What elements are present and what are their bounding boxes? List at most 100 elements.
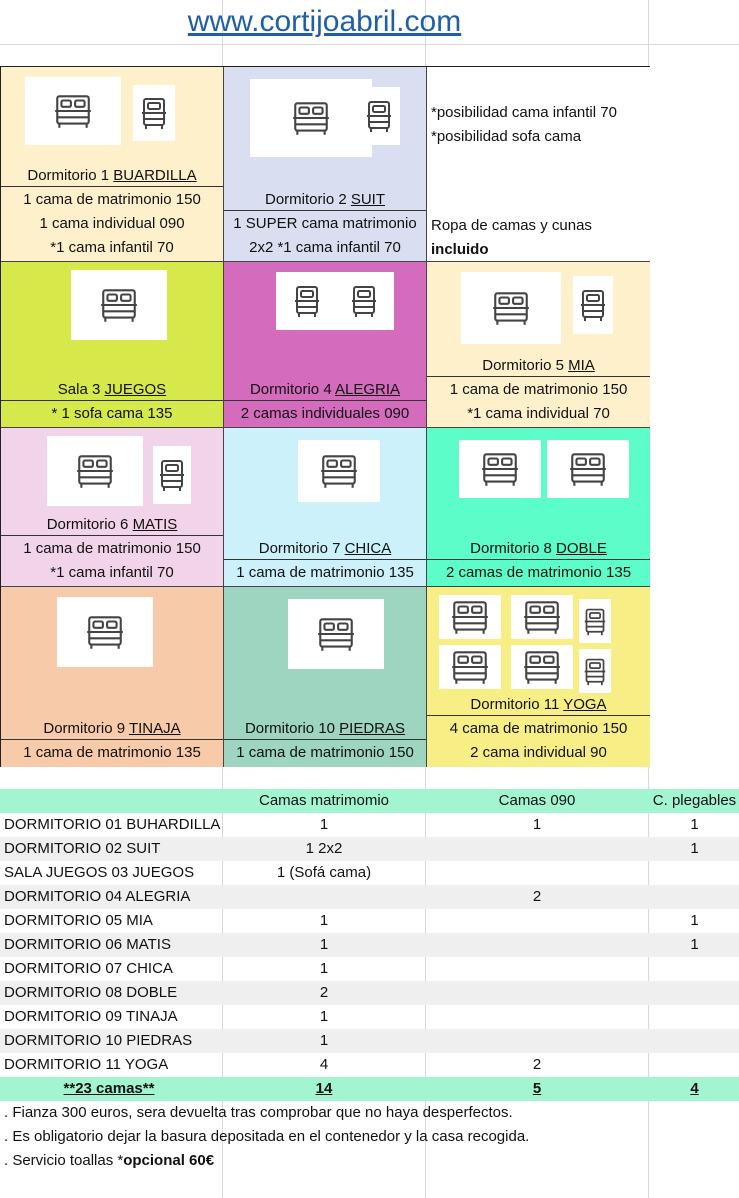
table-cell bbox=[426, 957, 648, 981]
table-row: DORMITORIO 05 MIA 1 1 bbox=[0, 909, 739, 933]
table-cell: 4 bbox=[690, 1080, 699, 1097]
room-title: Dormitorio 1 BUARDILLA bbox=[27, 167, 197, 184]
table-row: DORMITORIO 08 DOBLE 2 bbox=[0, 981, 739, 1005]
table-cell: 5 bbox=[532, 1080, 542, 1097]
table-row: DORMITORIO 01 BUHARDILLA 1 1 1 bbox=[0, 813, 739, 837]
room-cell: Dormitorio 11 YOGA 4 cama de matrimonio 1… bbox=[427, 587, 650, 767]
table-cell: DORMITORIO 02 SUIT bbox=[4, 840, 161, 857]
title-underline bbox=[224, 400, 426, 401]
room-detail: 2 cama individual 90 bbox=[470, 744, 607, 761]
table-cell bbox=[650, 957, 739, 981]
table-cell bbox=[650, 885, 739, 909]
table-total: **23 camas** 14 5 4 bbox=[0, 1077, 739, 1101]
table-cell: DORMITORIO 11 YOGA bbox=[4, 1056, 169, 1073]
table-cell: DORMITORIO 01 BUHARDILLA bbox=[4, 816, 221, 833]
double-bed-icon bbox=[461, 272, 561, 344]
title-underline bbox=[224, 559, 426, 560]
room-cell: Dormitorio 10 PIEDRAS 1 cama de matrimoni… bbox=[224, 587, 427, 767]
table-cell: SALA JUEGOS 03 JUEGOS bbox=[4, 864, 195, 881]
table-cell bbox=[650, 981, 739, 1005]
table-cell: 1 bbox=[319, 1008, 329, 1025]
room-detail: 1 cama de matrimonio 150 bbox=[23, 540, 201, 557]
table-cell: Camas matrimomio bbox=[258, 792, 390, 809]
double-bed-icon bbox=[57, 597, 153, 667]
room-cell: Dormitorio 1 BUARDILLA 1 cama de matrimon… bbox=[1, 67, 224, 262]
room-title: Dormitorio 9 TINAJA bbox=[43, 720, 181, 737]
room-detail: 1 cama de matrimonio 135 bbox=[236, 564, 414, 581]
table-cell bbox=[426, 981, 648, 1005]
double-bed-icon bbox=[511, 595, 573, 639]
table-cell: **23 camas** bbox=[63, 1080, 155, 1097]
single-bed-icon bbox=[358, 87, 400, 145]
room-cell: Sala 3 JUEGOS * 1 sofa cama 135 bbox=[1, 262, 224, 428]
room-title: Dormitorio 6 MATIS bbox=[46, 516, 178, 533]
table-cell bbox=[650, 1029, 739, 1053]
single-bed-icon bbox=[334, 272, 394, 330]
linen-note: Ropa de camas y cunas bbox=[431, 217, 592, 234]
footer-note: . Es obligatorio dejar la basura deposit… bbox=[4, 1128, 530, 1145]
double-bed-icon bbox=[459, 440, 541, 498]
room-title: Dormitorio 7 CHICA bbox=[258, 540, 392, 557]
double-bed-icon bbox=[288, 599, 384, 669]
room-detail: 2x2 *1 cama infantil 70 bbox=[249, 239, 401, 256]
double-bed-icon bbox=[71, 270, 167, 340]
table-cell: 1 bbox=[319, 912, 329, 929]
single-bed-icon bbox=[276, 272, 338, 330]
table-cell bbox=[426, 837, 648, 861]
room-cell: Dormitorio 5 MIA 1 cama de matrimonio 150… bbox=[427, 262, 650, 428]
table-row: DORMITORIO 11 YOGA 4 2 bbox=[0, 1053, 739, 1077]
room-detail: 1 cama de matrimonio 150 bbox=[449, 381, 628, 398]
table-cell: 1 bbox=[532, 816, 542, 833]
table-cell bbox=[426, 933, 648, 957]
table-cell: 1 2x2 bbox=[305, 840, 343, 857]
double-bed-icon bbox=[298, 440, 380, 502]
room-detail: *1 cama individual 70 bbox=[467, 405, 610, 422]
table-cell: 1 bbox=[319, 816, 329, 833]
table-cell: 1 bbox=[319, 960, 329, 977]
table-cell: 14 bbox=[315, 1080, 333, 1097]
table-cell bbox=[426, 861, 648, 885]
table-cell bbox=[650, 1053, 739, 1077]
table-cell bbox=[426, 1005, 648, 1029]
table-cell bbox=[426, 909, 648, 933]
room-detail: 2 camas de matrimonio 135 bbox=[445, 564, 632, 581]
title-underline bbox=[1, 739, 223, 740]
room-cell: *posibilidad cama infantil 70 *posibilida… bbox=[427, 67, 650, 262]
room-title: Dormitorio 8 DOBLE bbox=[470, 540, 607, 557]
room-detail: 2 camas individuales 090 bbox=[240, 405, 410, 422]
title-underline bbox=[427, 559, 650, 560]
table-cell: 1 bbox=[690, 912, 699, 929]
table-cell: DORMITORIO 06 MATIS bbox=[4, 936, 171, 953]
title-underline bbox=[1, 186, 223, 187]
room-title: Sala 3 JUEGOS bbox=[57, 381, 167, 398]
double-bed-icon bbox=[47, 436, 143, 506]
single-bed-icon bbox=[579, 649, 611, 693]
table-cell: 1 bbox=[690, 840, 699, 857]
table-row: DORMITORIO 04 ALEGRIA 2 bbox=[0, 885, 739, 909]
table-cell bbox=[4, 789, 222, 813]
double-bed-icon bbox=[511, 645, 573, 689]
table-cell: 1 bbox=[319, 936, 329, 953]
room-detail: 1 cama de matrimonio 135 bbox=[23, 744, 201, 761]
footer-note: . Fianza 300 euros, sera devuelta tras c… bbox=[4, 1104, 513, 1121]
room-title: Dormitorio 11 YOGA bbox=[470, 696, 607, 713]
room-cell: Dormitorio 4 ALEGRIA 2 camas individuales… bbox=[224, 262, 427, 428]
table-cell: Camas 090 bbox=[498, 792, 576, 809]
table-cell: 1 bbox=[690, 936, 699, 953]
single-bed-icon bbox=[153, 446, 191, 504]
double-bed-icon bbox=[547, 440, 629, 498]
website-link[interactable]: www.cortijoabril.com bbox=[187, 5, 462, 38]
table-cell: 2 bbox=[532, 888, 542, 905]
single-bed-icon bbox=[579, 599, 611, 643]
table-cell: DORMITORIO 04 ALEGRIA bbox=[4, 888, 191, 905]
room-detail: 1 cama individual 090 bbox=[39, 215, 185, 232]
table-row: DORMITORIO 10 PIEDRAS 1 bbox=[0, 1029, 739, 1053]
table-cell bbox=[650, 861, 739, 885]
room-detail: *1 cama infantil 70 bbox=[50, 239, 174, 256]
room-cell: Dormitorio 8 DOBLE 2 camas de matrimonio … bbox=[427, 428, 650, 587]
room-title: Dormitorio 10 PIEDRAS bbox=[244, 720, 406, 737]
single-bed-icon bbox=[133, 85, 175, 141]
footer-note: . Servicio toallas *opcional 60€ bbox=[4, 1152, 215, 1169]
room-title: Dormitorio 2 SUIT bbox=[264, 191, 386, 208]
room-cell: Dormitorio 2 SUIT 1 SUPER cama matrimonio… bbox=[224, 67, 427, 262]
